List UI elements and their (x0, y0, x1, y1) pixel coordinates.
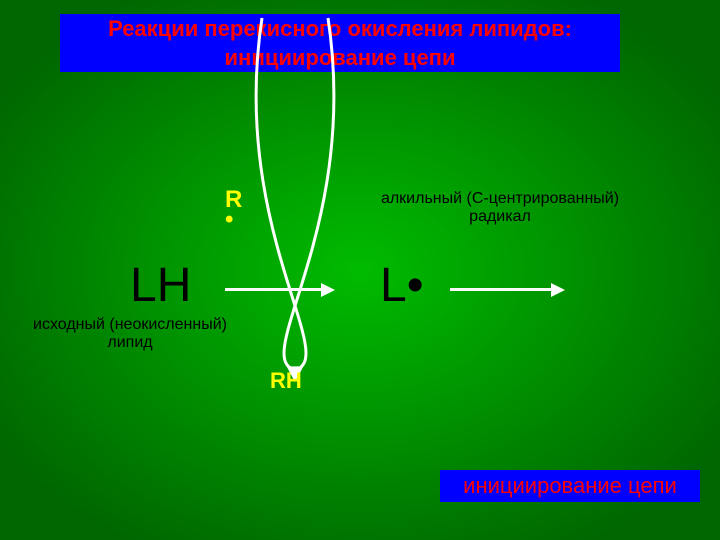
species-LH: LH (130, 258, 191, 313)
lipid-caption-line2: липид (107, 334, 152, 351)
product-RH: RH (270, 368, 302, 394)
title-line1: Реакции перекисного окисления липидов: (108, 16, 572, 41)
arrow-1-head (321, 283, 335, 297)
arrow-1 (225, 288, 321, 291)
alkyl-caption-line2: радикал (469, 208, 531, 225)
reaction-curve (250, 18, 340, 403)
alkyl-caption: алкильный (С-центрированный) радикал (370, 190, 630, 226)
arrow-2 (450, 288, 551, 291)
radical-R-dot: R • (225, 190, 242, 230)
footer-caption-text: инициирование цепи (463, 473, 677, 498)
alkyl-caption-line1: алкильный (С-центрированный) (381, 190, 619, 207)
footer-caption-box: инициирование цепи (440, 470, 700, 502)
title-box: Реакции перекисного окисления липидов: и… (60, 14, 620, 72)
slide: Реакции перекисного окисления липидов: и… (0, 0, 720, 540)
lipid-caption-line1: исходный (неокисленный) (33, 316, 227, 333)
arrow-2-head (551, 283, 565, 297)
lipid-caption: исходный (неокисленный) липид (20, 316, 240, 352)
species-L-dot: L• (380, 258, 424, 313)
